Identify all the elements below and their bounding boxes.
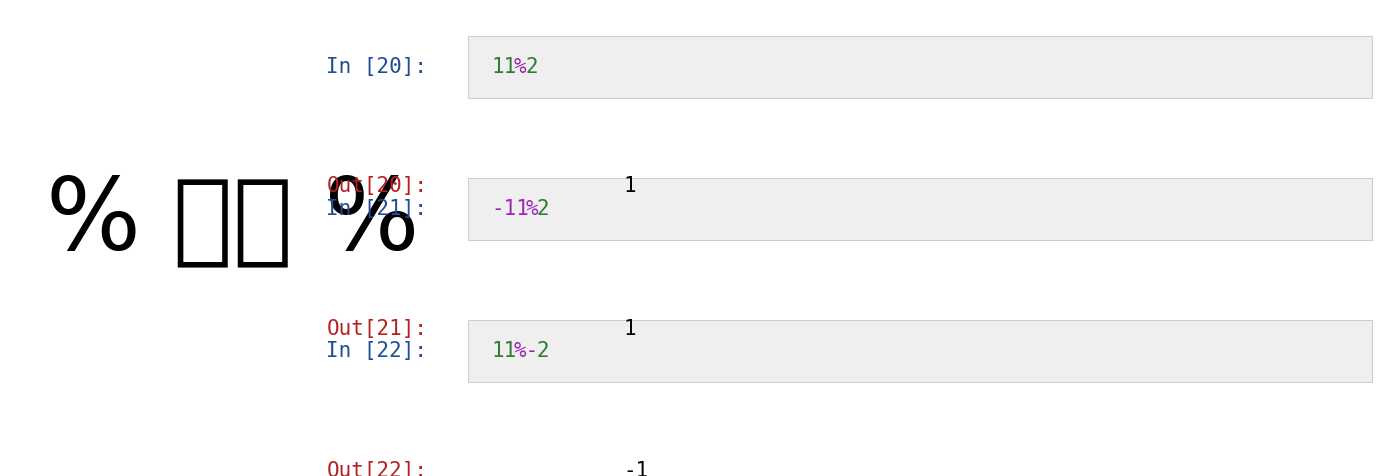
Text: 2: 2 [536, 341, 550, 361]
Text: 2: 2 [525, 57, 538, 77]
FancyBboxPatch shape [468, 36, 1372, 98]
Text: In [22]:: In [22]: [326, 341, 427, 361]
Text: 2: 2 [536, 198, 550, 218]
Text: -11: -11 [491, 198, 529, 218]
Text: 1: 1 [623, 318, 636, 338]
Text: Out[20]:: Out[20]: [326, 177, 427, 197]
FancyBboxPatch shape [468, 320, 1372, 382]
Text: 11: 11 [491, 341, 517, 361]
Text: -1: -1 [623, 461, 648, 476]
Text: In [21]:: In [21]: [326, 198, 427, 218]
Text: Out[22]:: Out[22]: [326, 461, 427, 476]
Text: Out[21]:: Out[21]: [326, 318, 427, 338]
Text: 11: 11 [491, 57, 517, 77]
Text: %-: %- [514, 341, 539, 361]
Text: In [20]:: In [20]: [326, 57, 427, 77]
FancyBboxPatch shape [468, 178, 1372, 240]
Text: %: % [514, 57, 526, 77]
Text: %: % [525, 198, 538, 218]
Text: 1: 1 [623, 177, 636, 197]
Text: % 🧐🤔 %: % 🧐🤔 % [46, 174, 420, 270]
